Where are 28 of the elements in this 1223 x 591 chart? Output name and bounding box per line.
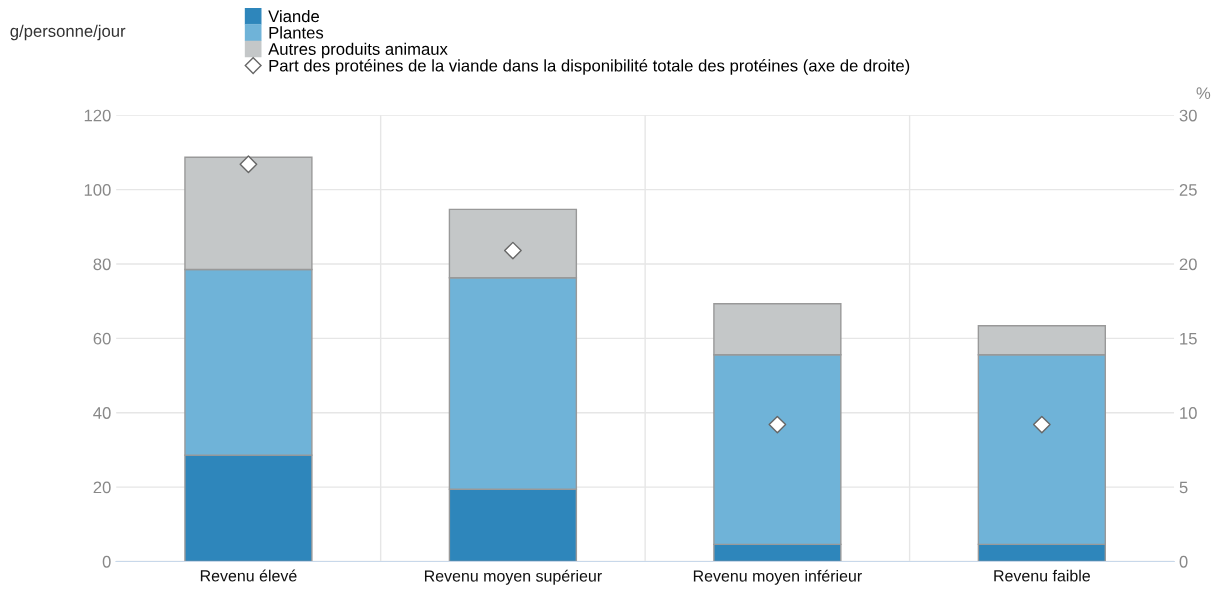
y2-tick-label: 10	[1180, 407, 1197, 419]
point	[239, 155, 258, 174]
point	[503, 241, 522, 260]
x-tick-label: Revenu élevé	[200, 569, 297, 582]
point	[1032, 415, 1051, 434]
y-tick-label: 80	[93, 258, 111, 271]
y2-tick-label: 15	[1180, 332, 1197, 345]
legend-label: Part des protéines de la viande dans la disponibilité totale des protéines (axe de droite)	[269, 59, 910, 75]
legend-label: Autres produits animaux	[268, 42, 448, 59]
y2-tick-label: 5	[1179, 481, 1188, 494]
y-tick-label: 40	[93, 407, 111, 419]
y-axis-title: g/personne/jour	[10, 24, 126, 41]
y2-axis-title: %	[1196, 87, 1211, 99]
y-tick-label: 60	[93, 332, 111, 345]
y2-tick-label: 30	[1179, 109, 1197, 122]
legend-label: Plantes	[269, 26, 324, 39]
point	[768, 415, 787, 434]
y-tick-label: 20	[93, 481, 111, 494]
y-tick-label: 0	[102, 555, 111, 568]
y2-tick-label: 0	[1179, 555, 1188, 568]
legend-label: Viande	[268, 10, 320, 23]
y2-tick-label: 20	[1179, 258, 1197, 271]
x-tick-label: Revenu moyen inférieur	[693, 569, 862, 585]
x-tick-label: Revenu faible	[994, 569, 1090, 582]
x-tick-label: Revenu moyen supérieur	[424, 569, 602, 585]
y-tick-label: 120	[84, 109, 111, 122]
y2-tick-label: 25	[1179, 184, 1197, 196]
y-tick-label: 100	[84, 184, 111, 196]
